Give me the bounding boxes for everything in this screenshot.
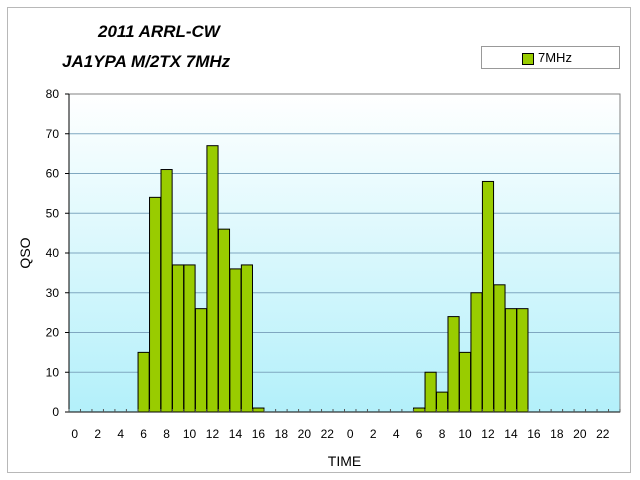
bar: [229, 268, 242, 413]
bar: [470, 292, 483, 413]
bar: [252, 407, 265, 413]
x-tick-label: 12: [206, 427, 220, 441]
x-tick-label: 4: [117, 427, 124, 441]
y-tick-label: 30: [46, 286, 60, 300]
bar: [171, 264, 185, 413]
bar: [160, 169, 173, 413]
legend: 7MHz: [481, 46, 620, 69]
y-tick-label: 10: [46, 365, 60, 379]
y-tick-label: 80: [46, 87, 60, 101]
x-tick-label: 22: [596, 427, 610, 441]
x-tick-label: 18: [275, 427, 289, 441]
bar: [504, 308, 518, 413]
bar: [413, 407, 426, 413]
bar: [447, 316, 460, 413]
x-tick-label: 6: [416, 427, 423, 441]
x-tick-label: 8: [439, 427, 446, 441]
x-tick-label: 8: [163, 427, 170, 441]
axes: [68, 94, 621, 413]
y-tick-label: 70: [46, 127, 60, 141]
x-tick-label: 2: [94, 427, 101, 441]
x-tick-label: 22: [321, 427, 335, 441]
x-axis-label: TIME: [328, 453, 361, 469]
x-tick-label: 16: [527, 427, 541, 441]
x-tick-label: 10: [458, 427, 472, 441]
bar: [493, 284, 506, 413]
y-tick-label: 50: [46, 206, 60, 220]
bar: [516, 308, 529, 413]
bar: [217, 228, 231, 413]
bar: [481, 180, 495, 413]
y-tick-labels: 0 10 20 30 40 50 60 70 80: [46, 87, 60, 419]
x-tick-label: 4: [393, 427, 400, 441]
bar: [240, 264, 253, 413]
bar: [206, 145, 219, 413]
y-tick-label: 20: [46, 326, 60, 340]
bar: [424, 371, 437, 413]
x-tick-label: 20: [573, 427, 587, 441]
x-tick-label: 16: [252, 427, 266, 441]
x-tick-label: 0: [347, 427, 354, 441]
y-tick-label: 0: [52, 405, 59, 419]
x-tick-label: 2: [370, 427, 377, 441]
x-tick-label: 14: [504, 427, 518, 441]
x-tick-label: 0: [71, 427, 78, 441]
y-axis-label: QSO: [17, 237, 33, 268]
bar: [436, 391, 449, 413]
bar: [137, 351, 150, 413]
legend-swatch-7mhz: [522, 53, 534, 65]
y-tick-label: 60: [46, 167, 60, 181]
x-tick-label: 14: [229, 427, 243, 441]
x-tick-label: 6: [140, 427, 147, 441]
legend-label-7mhz: 7MHz: [538, 50, 572, 65]
x-tick-label: 10: [183, 427, 197, 441]
x-tick-label: 12: [481, 427, 495, 441]
bar: [194, 308, 208, 413]
x-tick-label: 20: [298, 427, 312, 441]
chart-title: 2011 ARRL-CW: [98, 22, 220, 41]
x-tick-label: 18: [550, 427, 564, 441]
y-tick-label: 40: [46, 246, 60, 260]
chart-subtitle: JA1YPA M/2TX 7MHz: [62, 52, 231, 71]
bar: [149, 196, 162, 413]
bar: [183, 264, 196, 413]
bar: [458, 351, 472, 413]
x-tick-labels: 0 2 4 6 8 10 12 14 16 18 20 22 0 2 4 6 8 10 12 14 16 18 20 22: [71, 427, 609, 441]
